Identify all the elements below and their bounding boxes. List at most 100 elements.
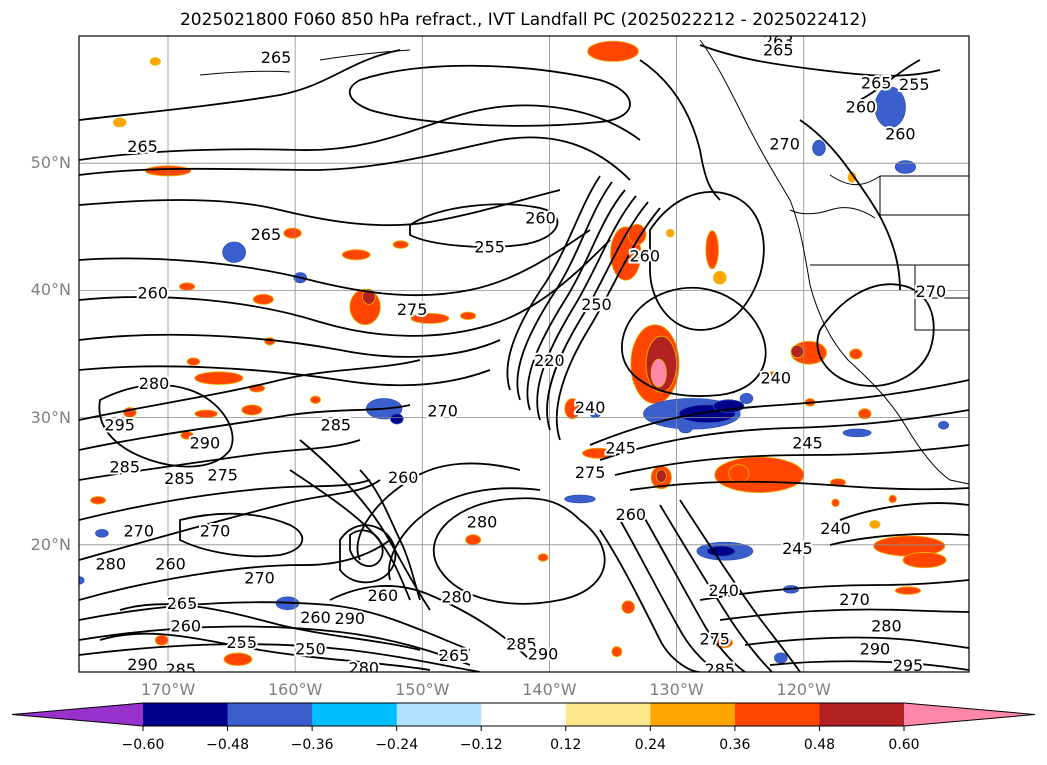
shaded-region: [309, 395, 321, 405]
contour-label: 295: [893, 656, 924, 675]
shaded-region: [655, 469, 667, 483]
colorbar-outline: [11, 702, 1036, 727]
shaded-region: [849, 348, 863, 360]
contour-label: 270: [769, 135, 800, 154]
colorbar-segment: [650, 703, 736, 726]
contour-label: 265: [261, 48, 292, 67]
contour-line: [679, 499, 801, 672]
contour-line: [349, 64, 631, 127]
contour-label: 275: [699, 629, 730, 648]
shaded-region: [564, 494, 596, 504]
colorbar-tick-label: 0.60: [888, 737, 920, 753]
shaded-region: [666, 228, 675, 238]
shaded-region: [341, 249, 371, 261]
contour-line: [526, 189, 626, 411]
shaded-region: [252, 293, 274, 305]
contour-label: 250: [295, 640, 326, 659]
colorbar-segment: [734, 703, 820, 726]
contour-label: 265: [167, 594, 198, 613]
contour-label: 260: [846, 98, 877, 117]
contour-line: [839, 502, 969, 521]
shaded-region: [95, 529, 109, 538]
contour-label: 290: [860, 640, 891, 659]
contour-line: [433, 497, 606, 605]
shaded-region: [537, 553, 549, 562]
contour-label: 280: [96, 554, 127, 573]
shaded-region: [465, 534, 482, 546]
contour-label: 295: [104, 416, 135, 435]
contour-line: [99, 632, 431, 671]
colorbar-tick-label: 0.48: [803, 737, 836, 753]
contour-line: [589, 379, 969, 446]
contour-label: 240: [760, 369, 791, 388]
contour-line: [506, 175, 601, 391]
contour-line: [79, 239, 611, 337]
shaded-region: [938, 421, 950, 430]
shaded-region: [149, 57, 161, 66]
contour-label: 280: [871, 617, 902, 636]
shaded-region: [621, 600, 636, 614]
contour-label: 260: [525, 208, 556, 227]
contour-label: 290: [335, 609, 366, 628]
contour-line: [79, 104, 641, 161]
shaded-region: [857, 408, 872, 420]
shaded-region: [264, 337, 276, 346]
contour-line: [599, 409, 969, 461]
contour-line: [699, 579, 969, 601]
contour-label: 270: [839, 590, 870, 609]
contour-line: [359, 469, 421, 601]
contour-label: 265: [251, 225, 282, 244]
contour-line: [79, 49, 401, 121]
contour-label: 240: [575, 398, 606, 417]
shaded-region: [186, 357, 201, 366]
colorbar-under-extension: [12, 703, 143, 726]
coastline: [789, 207, 876, 219]
contour-label: 240: [820, 519, 851, 538]
shaded-region: [678, 424, 693, 434]
shaded-region: [241, 404, 263, 416]
colorbar-tick-label: −0.12: [459, 737, 503, 753]
contour-label: 285: [321, 416, 352, 435]
contour-label: 265: [861, 74, 892, 93]
shaded-region: [874, 86, 906, 128]
contour-label: 260: [368, 586, 399, 605]
longitude-label: 130°W: [649, 680, 704, 699]
contour-line: [799, 119, 901, 291]
contour-line: [119, 603, 421, 651]
latitude-label: 30°N: [30, 407, 71, 427]
contour-label: 280: [441, 587, 472, 606]
colorbar-segment: [227, 703, 313, 726]
shaded-region: [714, 456, 805, 494]
contour-label: 260: [300, 608, 331, 627]
shaded-region: [627, 223, 647, 246]
contour-label: 263: [763, 32, 794, 51]
contour-line: [299, 439, 431, 611]
contour-label: 280: [467, 512, 498, 531]
shaded-region: [587, 40, 639, 62]
contour-line: [79, 333, 501, 358]
colorbar-tick-label: −0.36: [290, 737, 334, 753]
longitude-label: 160°W: [267, 680, 323, 699]
shaded-region: [650, 358, 667, 388]
shaded-region: [564, 398, 581, 420]
contour-label: 260: [137, 283, 168, 302]
shaded-region: [812, 139, 826, 156]
contour-line: [79, 439, 361, 481]
contour-line: [619, 519, 721, 672]
coastline: [914, 265, 969, 331]
contour-line: [639, 59, 721, 201]
contour-label: 275: [397, 300, 428, 319]
shaded-region: [739, 393, 754, 405]
shaded-region: [179, 282, 196, 291]
colorbar-tick-label: 0.36: [719, 737, 751, 753]
contour-label: 265: [763, 40, 794, 59]
contour-label: 280: [349, 659, 380, 678]
contour-line: [649, 191, 765, 331]
latitude-label: 50°N: [30, 153, 71, 173]
colorbar-tick-label: −0.60: [121, 737, 165, 753]
contour-label: 240: [708, 581, 739, 600]
map-title: 2025021800 F060 850 hPa refract., IVT La…: [179, 10, 867, 30]
contour-label: 245: [605, 439, 636, 458]
coastline: [199, 70, 291, 76]
